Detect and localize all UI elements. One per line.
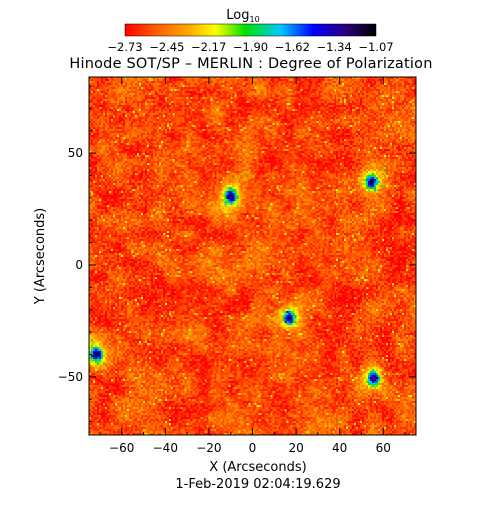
x-tick-label: 40 xyxy=(332,441,347,455)
y-axis-label: Y (Arcseconds) xyxy=(33,208,48,305)
colorbar-tick-label: −2.17 xyxy=(191,40,226,54)
polarization-map xyxy=(89,77,416,435)
colorbar-tick-labels: −2.73 −2.45 −2.17 −1.90 −1.62 −1.34 −1.07 xyxy=(107,40,393,54)
colorbar-tick-label: −1.62 xyxy=(275,40,310,54)
x-tick-label: −20 xyxy=(196,441,221,455)
y-tick-label: −50 xyxy=(58,370,83,384)
colorbar xyxy=(124,23,377,37)
x-axis: −60 −40 −20 0 20 40 60 xyxy=(99,77,406,455)
y-axis: −50 0 50 xyxy=(58,85,416,423)
colorbar-tick-label: −1.90 xyxy=(233,40,268,54)
y-tick-label: 50 xyxy=(68,146,83,160)
y-tick-label: 0 xyxy=(75,258,83,272)
heatmap xyxy=(88,76,417,436)
colorbar-tick-label: −2.73 xyxy=(107,40,142,54)
x-tick-label: −40 xyxy=(153,441,178,455)
timestamp: 1-Feb-2019 02:04:19.629 xyxy=(175,477,340,492)
x-axis-label: X (Arcseconds) xyxy=(209,460,306,475)
colorbar-label: Log10 xyxy=(226,8,259,24)
chart-title: Hinode SOT/SP – MERLIN : Degree of Polar… xyxy=(69,56,432,72)
x-tick-label: 0 xyxy=(249,441,257,455)
colorbar-tick-label: −2.45 xyxy=(149,40,184,54)
colorbar-tick-label: −1.34 xyxy=(317,40,352,54)
x-tick-label: 60 xyxy=(376,441,391,455)
x-tick-label: 20 xyxy=(288,441,303,455)
colorbar-tick-label: −1.07 xyxy=(358,40,393,54)
x-tick-label: −60 xyxy=(109,441,134,455)
